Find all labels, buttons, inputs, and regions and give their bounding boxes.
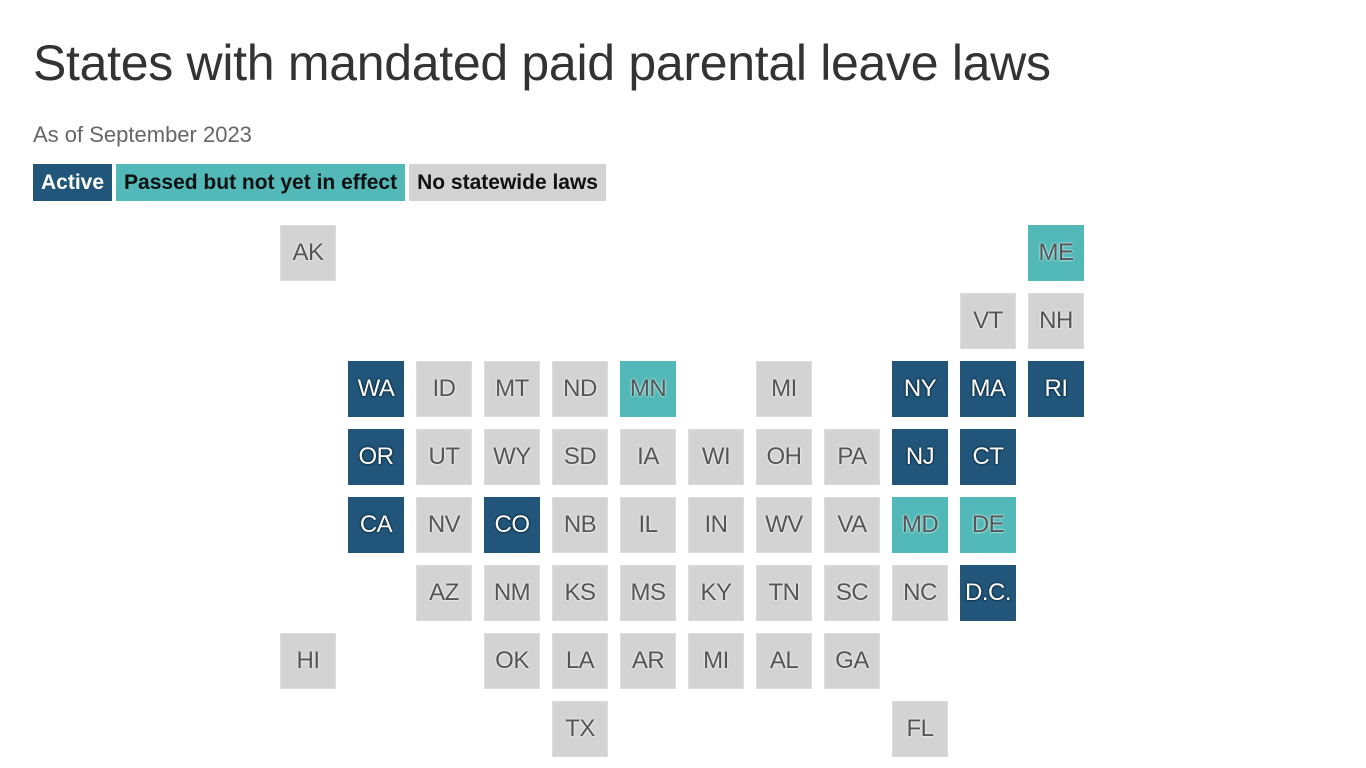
legend-item-passed: Passed but not yet in effect (116, 164, 406, 201)
state-tile-vt: VT (960, 293, 1016, 349)
state-tile-nv: NV (416, 497, 472, 553)
state-tile-fl: FL (892, 701, 948, 757)
chart-subtitle: As of September 2023 (33, 122, 252, 147)
state-tile-de: DE (960, 497, 1016, 553)
state-tile-pa: PA (824, 429, 880, 485)
state-tile-sc: SC (824, 565, 880, 621)
state-tile-sd: SD (552, 429, 608, 485)
state-tile-dc: D.C. (960, 565, 1016, 621)
state-tile-ny: NY (892, 361, 948, 417)
state-tile-tx: TX (552, 701, 608, 757)
state-tile-ar: AR (620, 633, 676, 689)
state-tile-in: IN (688, 497, 744, 553)
state-tile-va: VA (824, 497, 880, 553)
state-tile-oh: OH (756, 429, 812, 485)
state-tile-me: ME (1028, 225, 1084, 281)
state-tile-mi: MI (688, 633, 744, 689)
state-tile-hi: HI (280, 633, 336, 689)
state-tile-ri: RI (1028, 361, 1084, 417)
state-tile-ca: CA (348, 497, 404, 553)
state-tile-nh: NH (1028, 293, 1084, 349)
state-tile-ut: UT (416, 429, 472, 485)
state-tile-wv: WV (756, 497, 812, 553)
chart-title: States with mandated paid parental leave… (33, 35, 1051, 91)
state-tile-ia: IA (620, 429, 676, 485)
state-tile-co: CO (484, 497, 540, 553)
state-tile-nb: NB (552, 497, 608, 553)
state-tile-ma: MA (960, 361, 1016, 417)
state-tile-wy: WY (484, 429, 540, 485)
legend-item-active: Active (33, 164, 113, 201)
legend-item-none: No statewide laws (409, 164, 606, 201)
state-tile-ky: KY (688, 565, 744, 621)
state-tile-mn: MN (620, 361, 676, 417)
legend: Active Passed but not yet in effect No s… (33, 164, 606, 201)
state-tile-ks: KS (552, 565, 608, 621)
state-tile-ct: CT (960, 429, 1016, 485)
state-tile-ms: MS (620, 565, 676, 621)
state-tile-az: AZ (416, 565, 472, 621)
state-tile-ga: GA (824, 633, 880, 689)
state-tile-nd: ND (552, 361, 608, 417)
state-tile-la: LA (552, 633, 608, 689)
state-tile-nm: NM (484, 565, 540, 621)
state-tile-mi: MI (756, 361, 812, 417)
state-tile-tn: TN (756, 565, 812, 621)
state-tile-mt: MT (484, 361, 540, 417)
state-tile-ak: AK (280, 225, 336, 281)
state-tile-nc: NC (892, 565, 948, 621)
state-tile-al: AL (756, 633, 812, 689)
state-tile-wa: WA (348, 361, 404, 417)
state-tile-wi: WI (688, 429, 744, 485)
state-tile-il: IL (620, 497, 676, 553)
state-tile-nj: NJ (892, 429, 948, 485)
state-tile-ok: OK (484, 633, 540, 689)
state-tile-md: MD (892, 497, 948, 553)
state-tile-or: OR (348, 429, 404, 485)
state-tile-id: ID (416, 361, 472, 417)
